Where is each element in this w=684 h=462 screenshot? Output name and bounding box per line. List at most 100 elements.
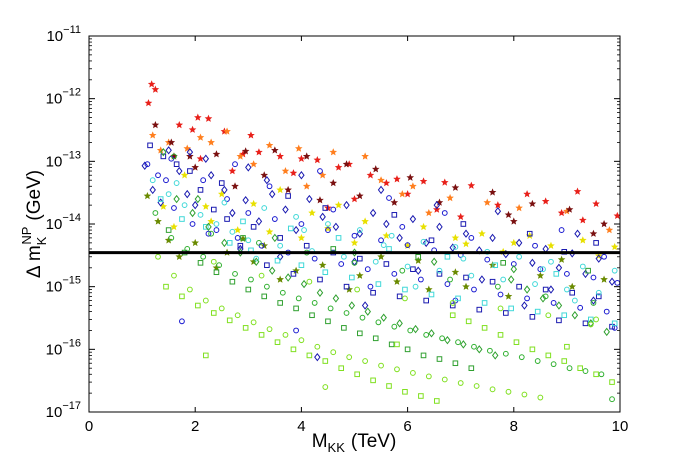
- data-point: [569, 289, 576, 296]
- data-point: [611, 320, 618, 327]
- data-point: [378, 362, 384, 369]
- data-point: [197, 260, 204, 266]
- data-point: [271, 233, 279, 243]
- data-point: [455, 295, 461, 302]
- data-point: [232, 270, 238, 277]
- data-point: [197, 187, 204, 193]
- data-point: [317, 168, 323, 174]
- data-point: [375, 281, 382, 287]
- data-point: [541, 197, 550, 205]
- data-point: [481, 300, 488, 306]
- data-point: [285, 193, 291, 199]
- data-point: [171, 153, 177, 160]
- data-point: [149, 177, 156, 184]
- data-point: [207, 138, 215, 146]
- data-point: [609, 379, 615, 385]
- data-point: [260, 171, 269, 179]
- data-point: [297, 154, 306, 162]
- data-point: [589, 229, 598, 237]
- data-point: [343, 283, 350, 290]
- data-point: [524, 295, 530, 302]
- data-point: [186, 147, 194, 157]
- data-point: [372, 258, 379, 265]
- data-point: [277, 242, 284, 249]
- data-point: [494, 283, 501, 290]
- data-point: [497, 291, 504, 298]
- data-point: [595, 293, 602, 300]
- data-point: [545, 312, 552, 319]
- data-point: [332, 222, 340, 232]
- data-point: [540, 266, 546, 273]
- data-point: [489, 386, 496, 393]
- data-point: [322, 205, 329, 211]
- data-point: [334, 201, 343, 209]
- data-point: [590, 274, 597, 281]
- data-point: [422, 238, 430, 248]
- data-point: [571, 297, 578, 304]
- data-point: [515, 204, 523, 212]
- data-point: [500, 276, 507, 283]
- data-point: [253, 257, 260, 266]
- data-point: [566, 365, 573, 372]
- data-point: [351, 232, 358, 239]
- data-point: [476, 306, 483, 313]
- data-point: [213, 269, 220, 276]
- data-point: [447, 276, 453, 283]
- data-point: [364, 307, 372, 316]
- data-point: [170, 222, 178, 231]
- series-green-squares: [165, 227, 591, 371]
- data-point: [366, 171, 375, 179]
- data-point: [274, 257, 281, 264]
- data-point: [402, 286, 408, 293]
- data-point: [409, 214, 417, 224]
- data-point: [444, 281, 451, 287]
- data-point: [195, 302, 201, 309]
- data-point: [468, 272, 475, 279]
- data-point: [242, 325, 249, 331]
- data-point: [319, 212, 326, 222]
- data-point: [163, 283, 169, 290]
- data-point: [298, 221, 305, 227]
- data-point: [436, 356, 443, 362]
- data-point: [338, 365, 345, 371]
- data-point: [228, 167, 237, 175]
- data-point: [605, 226, 614, 234]
- data-point: [144, 161, 151, 168]
- data-point: [213, 221, 220, 227]
- data-point: [382, 231, 391, 239]
- data-point: [293, 213, 299, 220]
- data-point: [547, 285, 555, 294]
- data-point: [548, 258, 554, 265]
- data-point: [383, 261, 390, 267]
- data-point: [468, 235, 475, 241]
- data-point: [200, 253, 207, 260]
- data-point: [151, 85, 160, 93]
- data-point: [600, 275, 608, 283]
- data-point: [494, 201, 502, 209]
- data-point: [284, 273, 292, 282]
- data-point: [197, 211, 204, 218]
- data-point: [167, 138, 176, 146]
- data-point: [579, 263, 586, 270]
- data-point: [449, 302, 456, 309]
- data-point: [603, 327, 610, 337]
- data-point: [423, 297, 429, 304]
- data-point: [504, 210, 513, 219]
- data-point: [208, 230, 215, 237]
- data-point: [175, 121, 184, 129]
- data-point: [414, 256, 423, 264]
- data-point: [189, 221, 196, 227]
- data-point: [462, 229, 470, 238]
- data-point: [610, 242, 619, 251]
- data-point: [204, 114, 213, 122]
- data-point: [181, 202, 188, 209]
- data-point: [351, 259, 358, 266]
- data-point: [202, 297, 209, 304]
- data-point: [282, 205, 289, 214]
- data-point: [436, 222, 443, 232]
- data-point: [266, 183, 273, 190]
- data-point: [391, 323, 398, 330]
- data-point: [250, 319, 257, 326]
- data-point: [236, 152, 245, 160]
- data-point: [187, 168, 193, 174]
